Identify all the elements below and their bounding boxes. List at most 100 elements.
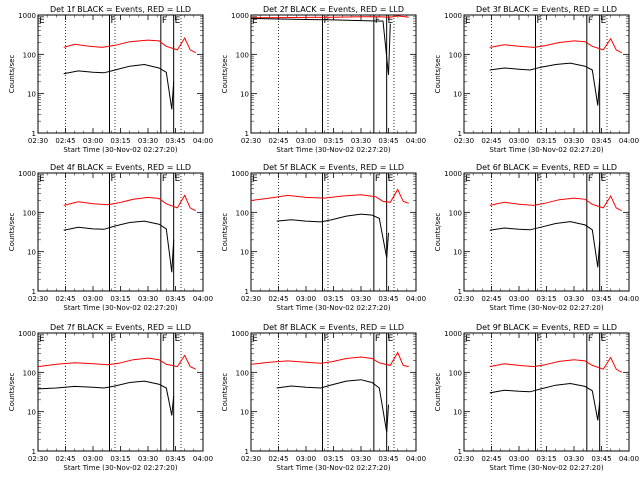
marker-label: F [162, 174, 167, 184]
x-tick-label: 03:15 [323, 137, 343, 145]
lld-rate-line [250, 15, 409, 19]
x-tick-label: 04:00 [193, 137, 213, 145]
panel-4: Det 4f BLACK = Events, RED = LLD 1 10 100 10… [8, 163, 213, 312]
panel-title: Det 2f BLACK = Events, RED = LLD [263, 5, 404, 14]
panel-title: Det 7f BLACK = Events, RED = LLD [50, 323, 191, 332]
y-tick-label: 10 [27, 249, 36, 257]
x-axis-label: Start Time (30-Nov-02 02:27:20) [276, 304, 390, 312]
marker-label: F [324, 174, 329, 184]
x-tick-label: 03:00 [509, 295, 529, 303]
y-tick-label: 1 [458, 448, 462, 456]
plot-frame [463, 14, 630, 134]
x-tick-label: 03:00 [83, 295, 103, 303]
panel-7: Det 7f BLACK = Events, RED = LLD 1 10 100 10… [8, 323, 213, 472]
x-tick-label: 02:30 [241, 455, 261, 463]
x-tick-label: 03:45 [165, 455, 185, 463]
marker-label: F [537, 16, 542, 26]
y-tick-label: 1000 [18, 170, 36, 178]
x-tick-label: 03:45 [165, 137, 185, 145]
x-tick-label: 03:45 [378, 295, 398, 303]
y-tick-label: 100 [236, 369, 249, 377]
events-rate-line [37, 380, 175, 416]
plot-frame [37, 332, 204, 452]
x-tick-label: 03:15 [323, 455, 343, 463]
y-axis-label: Counts/sec [8, 373, 16, 412]
x-tick-label: 03:15 [323, 295, 343, 303]
x-tick-label: 02:45 [55, 455, 75, 463]
marker-label: F [537, 334, 542, 344]
x-tick-label: 03:30 [351, 295, 371, 303]
marker-label: F [588, 334, 593, 344]
x-tick-label: 03:30 [138, 455, 158, 463]
x-tick-label: 03:00 [509, 137, 529, 145]
x-tick-label: 03:30 [564, 295, 584, 303]
x-tick-label: 02:45 [481, 295, 501, 303]
y-tick-label: 1 [245, 448, 249, 456]
y-tick-label: 100 [449, 369, 462, 377]
marker-label: E [465, 174, 471, 184]
lld-rate-line [489, 194, 622, 212]
x-tick-label: 02:45 [268, 295, 288, 303]
y-tick-label: 100 [23, 51, 36, 59]
events-rate-line [489, 382, 601, 421]
x-tick-label: 02:30 [241, 137, 261, 145]
marker-label: E [252, 334, 258, 344]
y-axis-label: Counts/sec [221, 373, 229, 412]
y-tick-label: 100 [23, 369, 36, 377]
y-axis-label: Counts/sec [221, 213, 229, 252]
marker-label: E [465, 334, 471, 344]
marker-label: E [388, 16, 394, 26]
lld-rate-line [37, 354, 196, 370]
lld-rate-line [489, 37, 622, 54]
y-tick-label: 10 [453, 249, 462, 257]
panel-6: Det 6f BLACK = Events, RED = LLD 1 10 100 10… [434, 163, 639, 312]
x-tick-label: 02:45 [481, 455, 501, 463]
y-tick-label: 1 [245, 130, 249, 138]
y-tick-label: 10 [240, 91, 249, 99]
x-tick-label: 03:15 [536, 295, 556, 303]
x-tick-label: 02:30 [28, 137, 48, 145]
marker-label: F [111, 174, 116, 184]
x-tick-label: 03:30 [138, 295, 158, 303]
marker-label: E [252, 174, 258, 184]
x-tick-label: 02:30 [454, 137, 474, 145]
panel-9: Det 9f BLACK = Events, RED = LLD 1 10 100 10… [434, 323, 639, 472]
plot-frame [463, 332, 630, 452]
x-tick-label: 03:45 [165, 295, 185, 303]
plot-frame [250, 172, 417, 292]
y-tick-label: 1000 [444, 330, 462, 338]
plot-frame [463, 172, 630, 292]
x-tick-label: 04:00 [619, 137, 639, 145]
plot-frame [37, 172, 204, 292]
panel-5: Det 5f BLACK = Events, RED = LLD 1 10 100 10… [221, 163, 426, 312]
marker-label: F [537, 174, 542, 184]
y-axis-label: Counts/sec [8, 213, 16, 252]
x-tick-label: 03:45 [378, 455, 398, 463]
plot-frame [250, 332, 417, 452]
x-tick-label: 04:00 [619, 295, 639, 303]
y-tick-label: 1000 [231, 170, 249, 178]
x-axis-label: Start Time (30-Nov-02 02:27:20) [489, 464, 603, 472]
y-tick-label: 10 [240, 249, 249, 257]
x-tick-label: 04:00 [619, 455, 639, 463]
x-tick-label: 03:30 [564, 137, 584, 145]
y-tick-label: 1000 [18, 330, 36, 338]
y-axis-label: Counts/sec [434, 55, 442, 94]
x-tick-label: 04:00 [193, 295, 213, 303]
x-tick-label: 02:30 [241, 295, 261, 303]
x-tick-label: 03:30 [351, 137, 371, 145]
y-tick-label: 1000 [444, 170, 462, 178]
marker-label: E [175, 16, 181, 26]
x-tick-label: 02:30 [454, 455, 474, 463]
y-tick-label: 100 [449, 209, 462, 217]
x-tick-label: 03:45 [591, 295, 611, 303]
events-rate-line [489, 221, 601, 268]
x-tick-label: 04:00 [193, 455, 213, 463]
marker-label: E [39, 16, 45, 26]
y-tick-label: 1 [32, 288, 36, 296]
y-axis-label: Counts/sec [8, 55, 16, 94]
x-tick-label: 02:45 [55, 137, 75, 145]
marker-label: E [39, 174, 45, 184]
x-tick-label: 03:15 [110, 455, 130, 463]
